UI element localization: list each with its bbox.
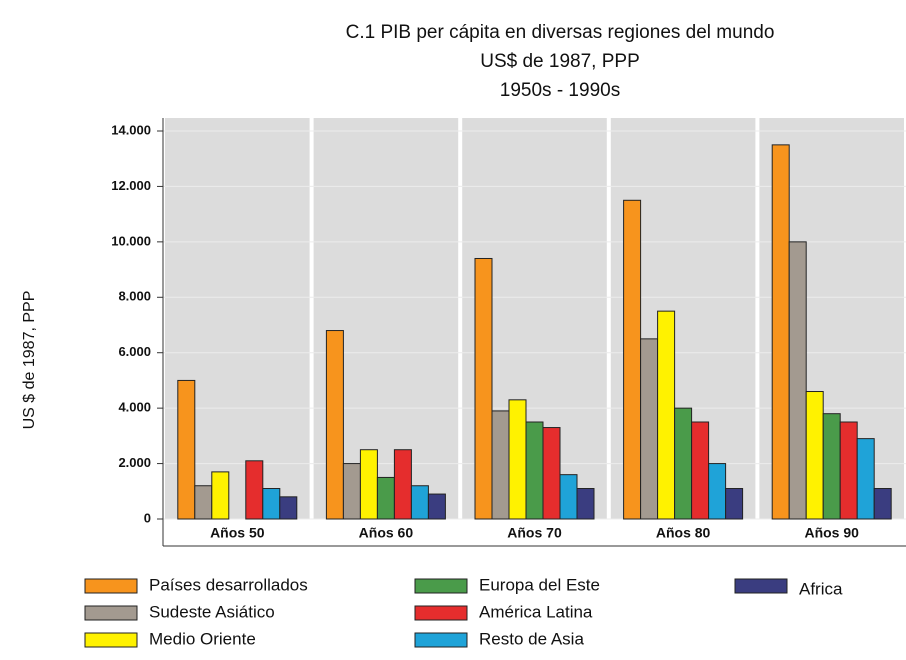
bar [410, 485, 429, 520]
y-tick-label: 12.000 [111, 178, 151, 193]
bar [211, 471, 230, 520]
bar [194, 485, 213, 520]
legend-label: Medio Oriente [149, 629, 256, 648]
chart-period: 1950s - 1990s [500, 80, 620, 101]
bar [359, 449, 378, 520]
bar [491, 410, 510, 520]
bar [576, 488, 595, 520]
legend-label: Resto de Asia [479, 629, 584, 648]
chart-subtitle: US$ de 1987, PPP [480, 51, 640, 72]
legend-swatch [84, 578, 138, 594]
legend-swatch [414, 632, 468, 648]
x-tick-label: Años 80 [656, 525, 711, 541]
y-tick-label: 4.000 [118, 400, 151, 415]
legend-label: Africa [799, 579, 843, 598]
legend-label: Europa del Este [479, 575, 600, 594]
bar [279, 496, 298, 520]
legend-swatch [734, 578, 788, 594]
x-tick-label: Años 90 [804, 525, 859, 541]
bar [839, 421, 858, 520]
bar [508, 399, 527, 520]
y-axis-label: US $ de 1987, PPP [21, 291, 38, 430]
bar [245, 460, 264, 520]
legend-swatch [84, 632, 138, 648]
bar [559, 474, 578, 520]
y-tick-label: 10.000 [111, 233, 151, 248]
bar [708, 463, 727, 520]
legend-swatch [84, 605, 138, 621]
bar [542, 427, 561, 520]
bar [856, 438, 875, 520]
bar [640, 338, 659, 520]
bar [525, 421, 544, 520]
bar [342, 463, 361, 520]
x-tick-label: Años 50 [210, 525, 265, 541]
bar [623, 199, 642, 520]
bar [788, 241, 807, 520]
bar [822, 413, 841, 520]
bar [177, 379, 196, 520]
bar [674, 407, 693, 520]
legend-label: Países desarrollados [149, 575, 308, 594]
bar [691, 421, 710, 520]
legend-swatch [414, 578, 468, 594]
bar [474, 257, 493, 520]
legend-label: Sudeste Asiático [149, 602, 275, 621]
y-tick-label: 14.000 [111, 122, 151, 137]
y-tick-label: 2.000 [118, 455, 151, 470]
bar [873, 488, 892, 520]
bar [657, 310, 676, 520]
bar [805, 391, 824, 520]
bar [771, 144, 790, 520]
bar [427, 493, 446, 520]
bar [376, 476, 395, 520]
y-tick-label: 8.000 [118, 289, 151, 304]
bar [262, 488, 281, 520]
bar [325, 330, 344, 520]
y-tick-label: 0 [144, 510, 151, 525]
bar [725, 488, 744, 520]
legend-label: América Latina [479, 602, 593, 621]
x-tick-label: Años 60 [359, 525, 414, 541]
y-tick-label: 6.000 [118, 344, 151, 359]
x-tick-label: Años 70 [507, 525, 562, 541]
chart-title: C.1 PIB per cápita en diversas regiones … [346, 22, 775, 43]
legend-swatch [414, 605, 468, 621]
bar [393, 449, 412, 520]
